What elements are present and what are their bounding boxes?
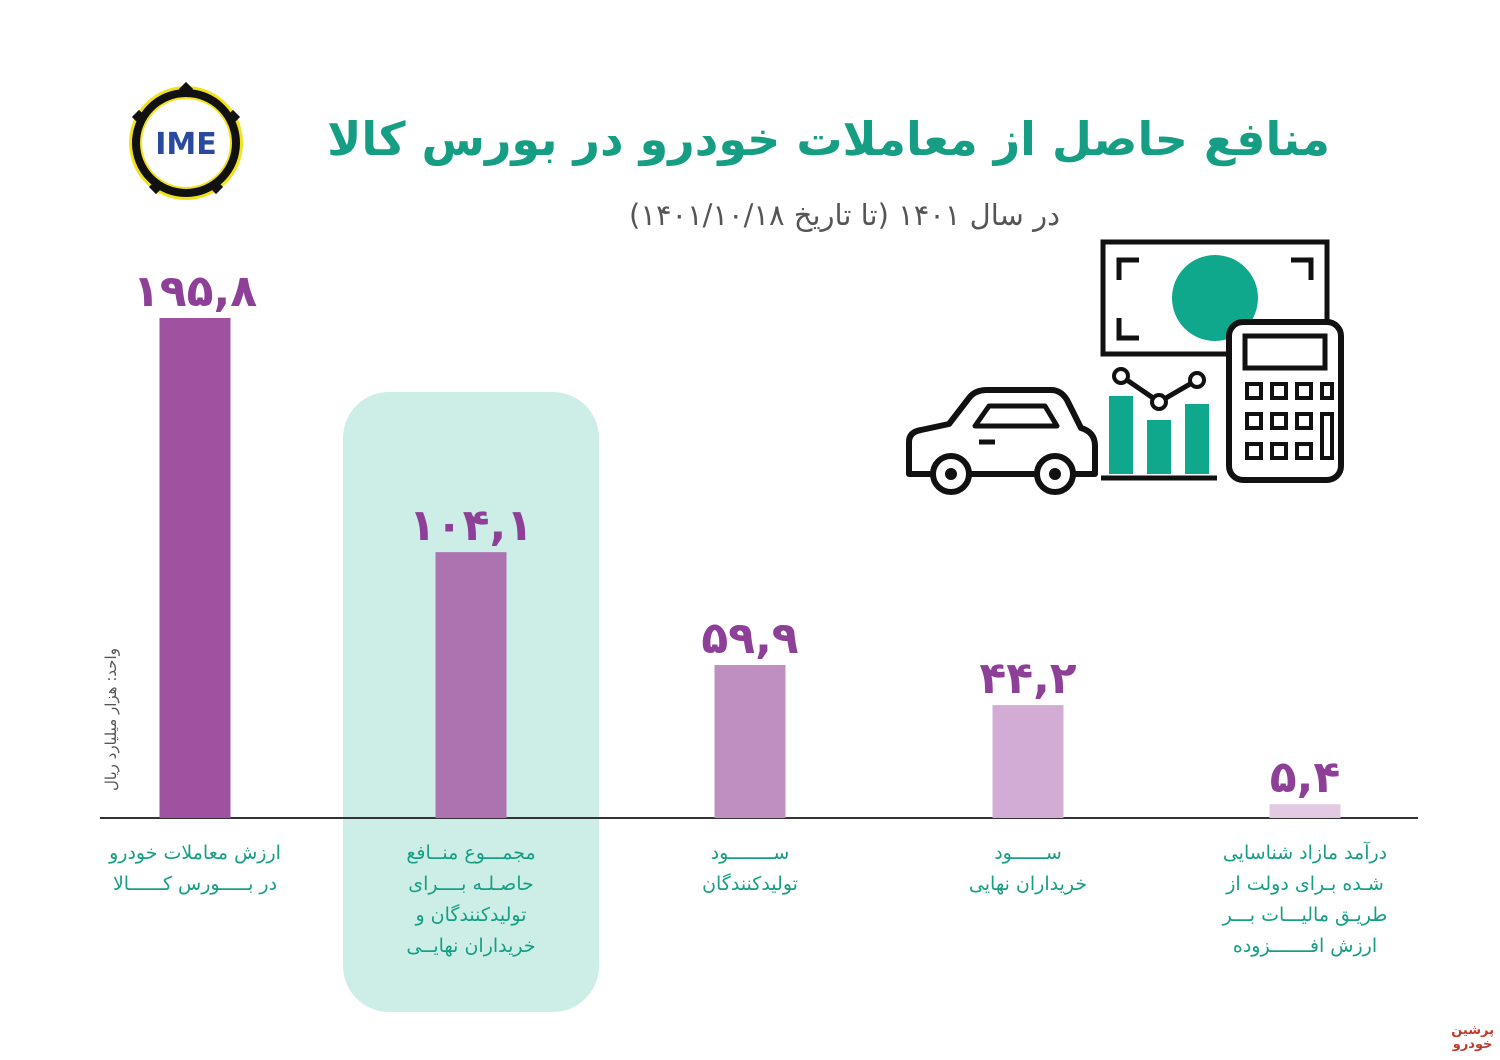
category-label-line: حاصـلـه بــــرای xyxy=(408,873,534,895)
category-label-line: درآمد مازاد شناسایی xyxy=(1222,842,1388,864)
category-label-line: تولیدکنندگان و xyxy=(415,904,527,926)
category-label-5: درآمد مازاد شناسایی شـده بـرای دولت از طری… xyxy=(1190,838,1420,962)
category-label-line: مجمـــوع منــافع xyxy=(406,842,536,864)
bar-2 xyxy=(435,552,507,818)
category-label-line: خریداران نهایــی xyxy=(406,935,536,957)
category-label-4: ســــــود خریداران نهایی xyxy=(913,838,1143,900)
category-label-line: ارزش افـــــــزوده xyxy=(1232,935,1378,957)
category-label-line: ســــــود xyxy=(994,842,1062,864)
finance-illustration xyxy=(906,239,1344,495)
banknote-icon xyxy=(1100,239,1330,357)
bar-1 xyxy=(159,318,231,818)
category-label-line: طریـق مالیـــات بـــر xyxy=(1222,904,1388,926)
category-label-2: مجمـــوع منــافع حاصـلـه بــــرای تولیدکنن… xyxy=(356,838,586,962)
logo-text: IME xyxy=(155,127,217,162)
category-label-line: در بـــــورس کــــــالا xyxy=(112,873,278,895)
car-icon xyxy=(906,387,1098,495)
bar-graph-icon xyxy=(1101,367,1217,481)
calculator-icon xyxy=(1226,319,1344,483)
value-label-3: ۵۹,۹ xyxy=(701,613,798,664)
value-label-5: ۵,۴ xyxy=(1270,752,1340,803)
bar-3 xyxy=(714,665,786,818)
ime-logo: IME xyxy=(129,82,243,200)
chart-title: منافع حاصل از معاملات خودرو در بورس کالا xyxy=(327,112,1330,166)
value-label-1: ۱۹۵,۸ xyxy=(133,266,257,317)
value-label-2: ۱۰۴,۱ xyxy=(409,500,533,551)
category-label-line: ســــــــود xyxy=(710,842,790,864)
category-label-line: خریداران نهایی xyxy=(968,873,1088,895)
category-label-1: ارزش معاملات خودرو در بـــــورس کــــــال… xyxy=(80,838,310,900)
chart-subtitle: در سال ۱۴۰۱ (تا تاریخ ۱۴۰۱/۱۰/۱۸) xyxy=(629,198,1060,232)
category-label-line: شـده بـرای دولت از xyxy=(1226,873,1384,895)
bar-4 xyxy=(992,705,1064,818)
bar-5 xyxy=(1269,804,1341,818)
watermark-logo: پرشین خودرو xyxy=(1451,1023,1494,1052)
category-label-line: تولیدکنندگان xyxy=(702,873,798,895)
category-label-3: ســــــــود تولیدکنندگان xyxy=(635,838,865,900)
category-label-line: ارزش معاملات خودرو xyxy=(109,842,281,864)
value-label-4: ۴۴,۲ xyxy=(979,653,1076,704)
